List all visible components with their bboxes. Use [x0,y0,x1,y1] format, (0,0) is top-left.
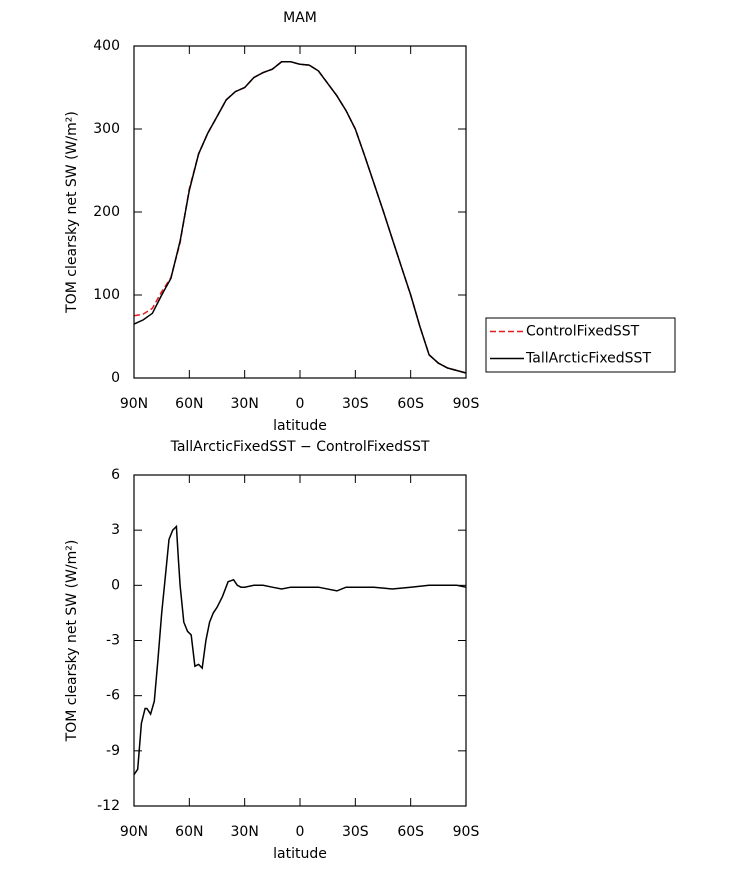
x-axis-label: latitude [273,846,327,862]
y-tick-label: 300 [93,121,120,137]
plot-frame [133,474,467,807]
y-axis-label: TOM clearsky net SW (W/m²) [64,111,80,314]
y-tick-label: 400 [93,38,120,54]
y-tick-label: -9 [106,743,120,759]
legend-label: ControlFixedSST [526,324,640,340]
x-tick-label: 60S [397,396,424,412]
x-tick-label: 90N [120,824,148,840]
legend-box [485,317,676,373]
y-tick-label: 0 [111,577,120,593]
y-tick-label: 0 [111,370,120,386]
y-tick-label: -3 [106,633,120,649]
x-tick-label: 30N [231,396,259,412]
y-tick-label: 3 [111,522,120,538]
chart-title: MAM [283,10,317,26]
y-tick-label: -12 [97,798,120,814]
legend-label: TallArcticFixedSST [525,351,651,367]
data-line [133,524,467,776]
x-tick-label: 60N [175,824,203,840]
x-tick-label: 90N [120,396,148,412]
data-line [133,61,467,374]
x-tick-label: 0 [296,824,305,840]
y-tick-label: -6 [106,688,120,704]
x-axis-label: latitude [273,418,327,434]
y-tick-label: 100 [93,287,120,303]
x-tick-label: 60S [397,824,424,840]
x-tick-label: 90S [453,824,480,840]
y-axis-label: TOM clearsky net SW (W/m²) [64,540,80,743]
plot-frame [133,45,467,379]
x-tick-label: 30N [231,824,259,840]
y-tick-label: 200 [93,204,120,220]
x-tick-label: 30S [342,824,369,840]
x-tick-label: 90S [453,396,480,412]
x-tick-label: 0 [296,396,305,412]
chart-title: TallArcticFixedSST − ControlFixedSST [170,439,430,455]
y-tick-label: 6 [111,467,120,483]
x-tick-label: 60N [175,396,203,412]
x-tick-label: 30S [342,396,369,412]
